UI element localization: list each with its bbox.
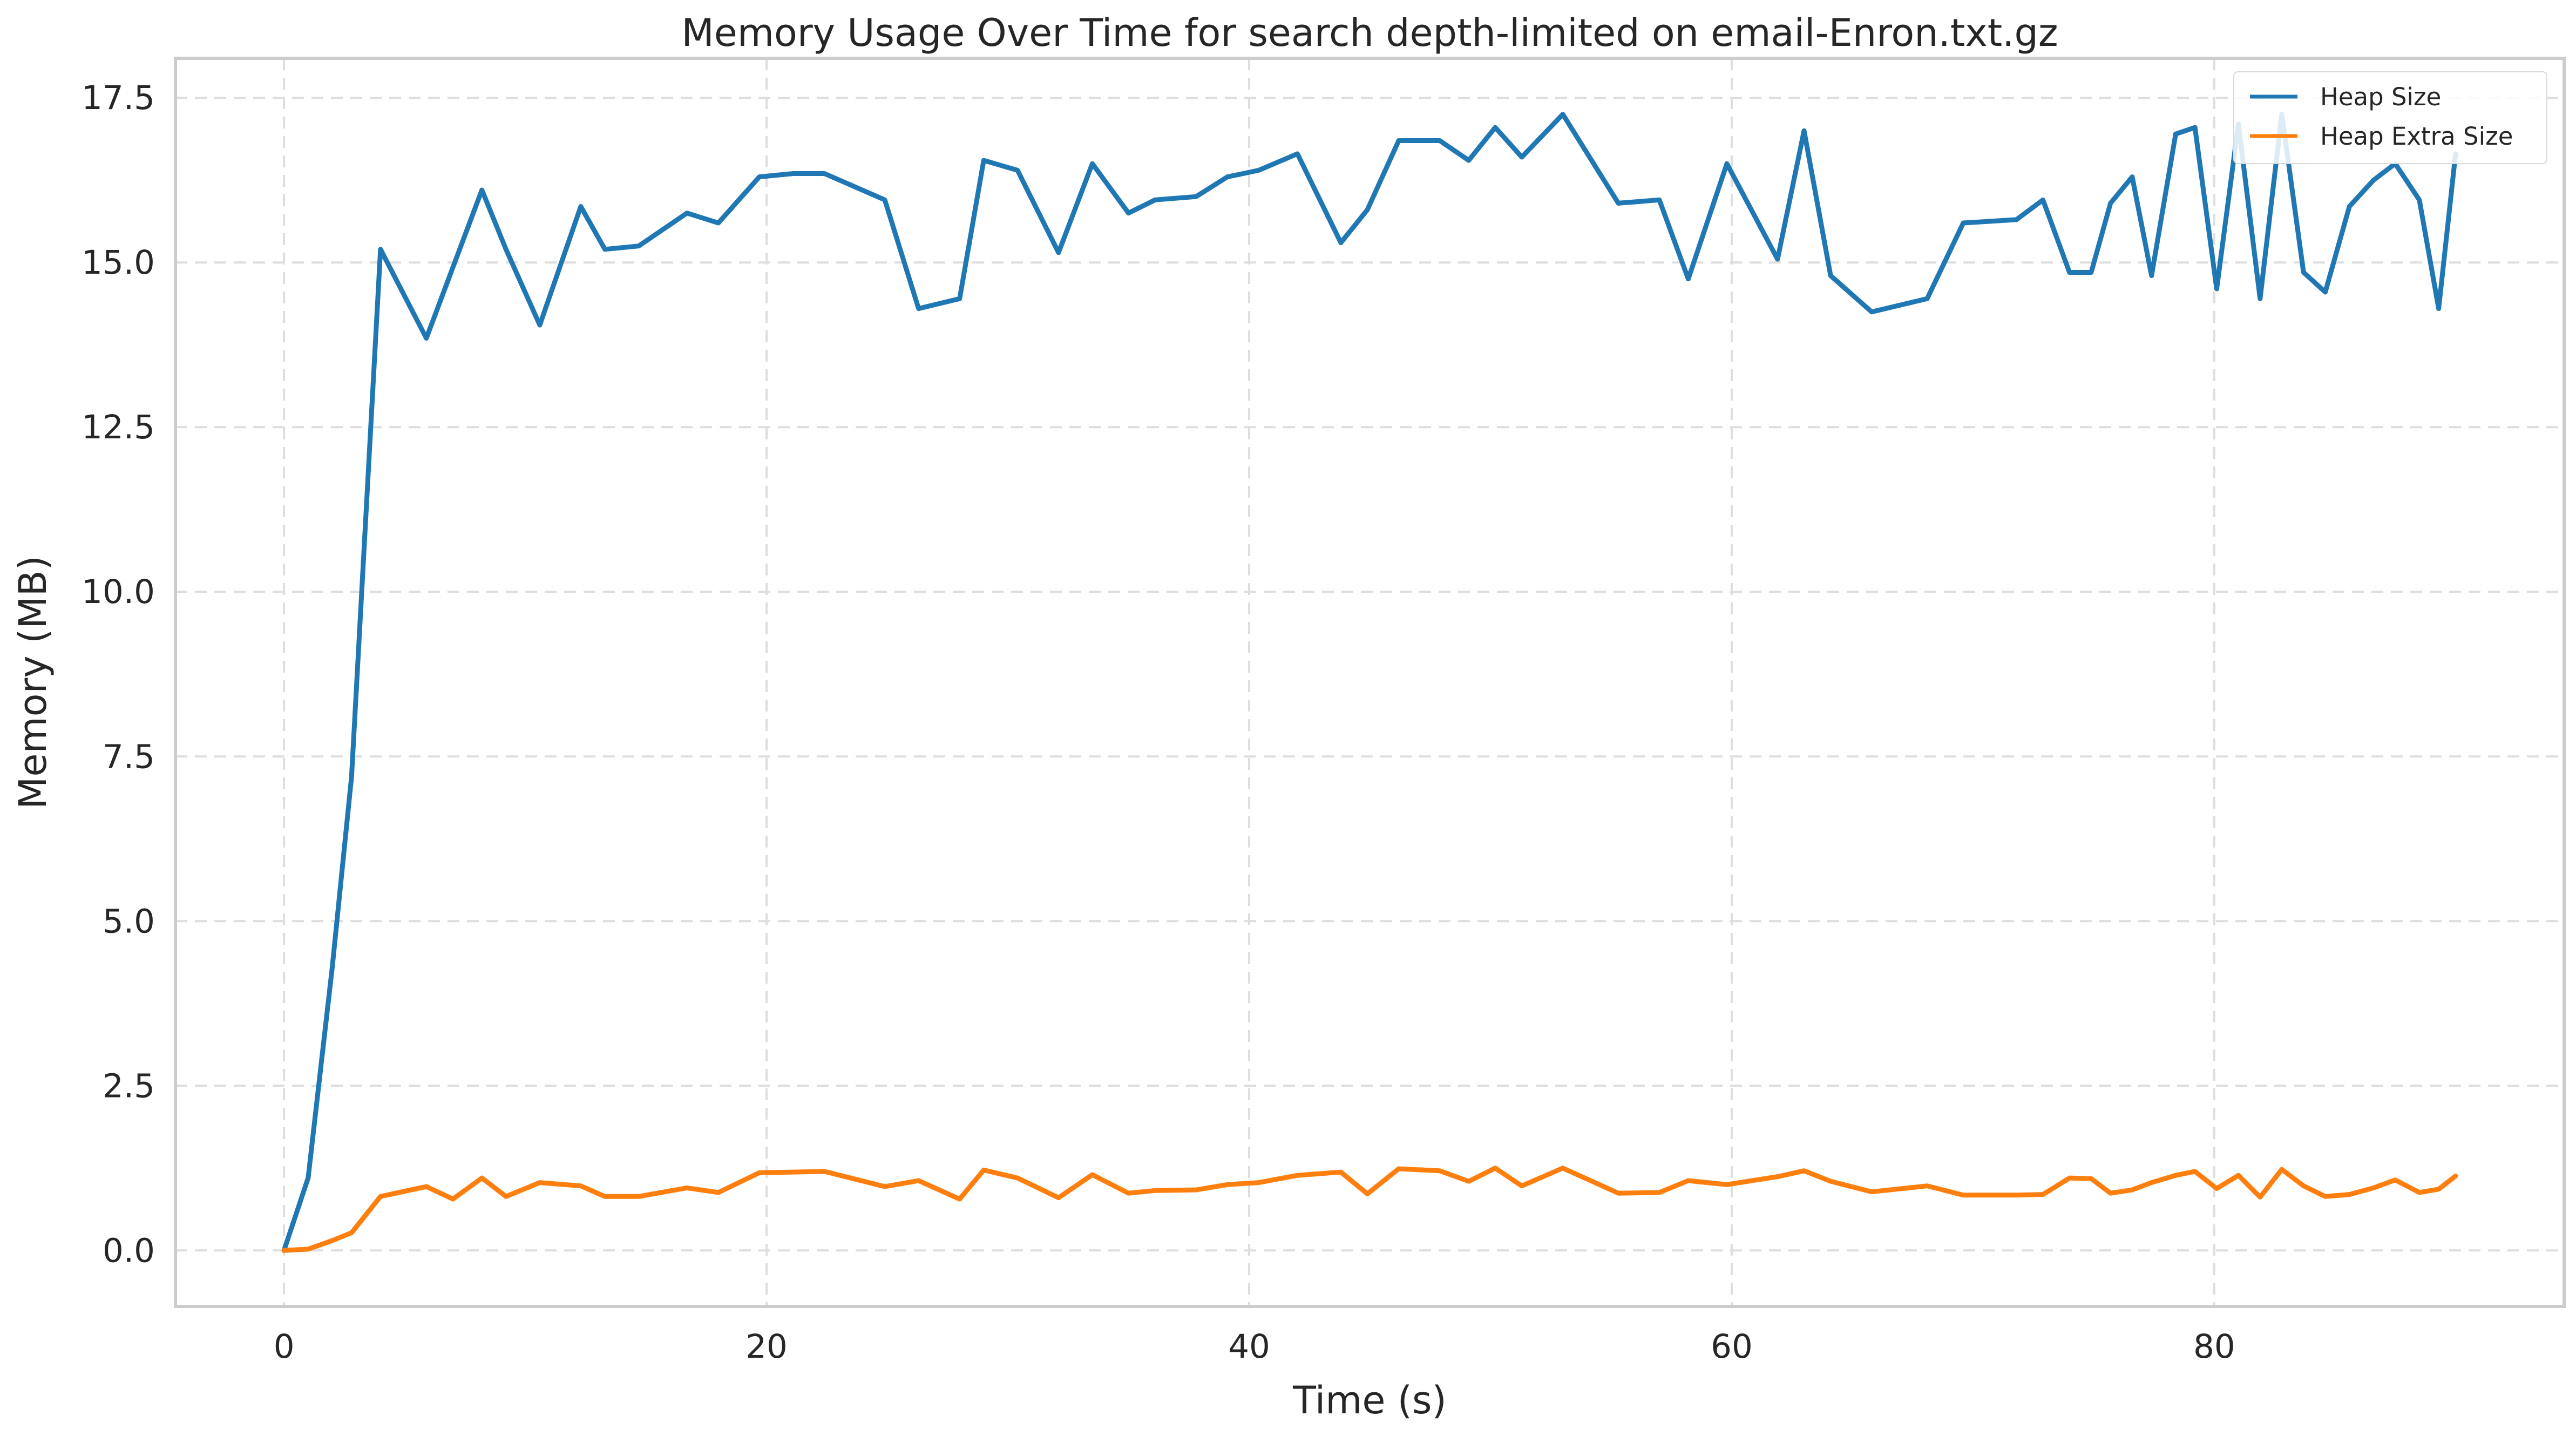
x-tick-label: 40 <box>1228 1327 1270 1366</box>
x-tick-label: 80 <box>2193 1327 2235 1366</box>
y-tick-label: 17.5 <box>82 79 155 117</box>
y-tick-label: 7.5 <box>103 737 155 776</box>
series-layer <box>281 112 2458 1253</box>
legend: Heap Size Heap Extra Size <box>2233 71 2547 164</box>
y-tick-label: 0.0 <box>103 1231 155 1270</box>
y-tick-label: 5.0 <box>103 902 155 940</box>
x-tick-label: 20 <box>745 1327 788 1366</box>
y-tick-label: 15.0 <box>82 243 155 282</box>
plot-frame <box>174 57 2566 1308</box>
x-tick-label: 0 <box>274 1327 295 1366</box>
series-line-heap-size <box>281 112 2458 1253</box>
x-axis-label: Time (s) <box>1292 1378 1447 1423</box>
x-tick-label: 60 <box>1711 1327 1753 1366</box>
tick-labels: 0 20 40 60 80 0.0 2.5 5.0 7.5 10.0 12.5 15.0 17.5 <box>82 79 2235 1366</box>
legend-label-heap-extra-size: Heap Extra Size <box>2320 122 2513 151</box>
chart-title: Memory Usage Over Time for search depth-… <box>681 11 2058 55</box>
y-tick-label: 12.5 <box>82 408 155 446</box>
y-tick-label: 2.5 <box>103 1067 155 1105</box>
y-axis-label: Memory (MB) <box>11 556 55 809</box>
legend-box <box>2233 71 2547 164</box>
grid <box>175 58 2564 1306</box>
legend-label-heap-size: Heap Size <box>2320 83 2441 111</box>
y-tick-label: 10.0 <box>82 573 155 611</box>
series-line-heap-extra-size <box>281 1166 2458 1253</box>
